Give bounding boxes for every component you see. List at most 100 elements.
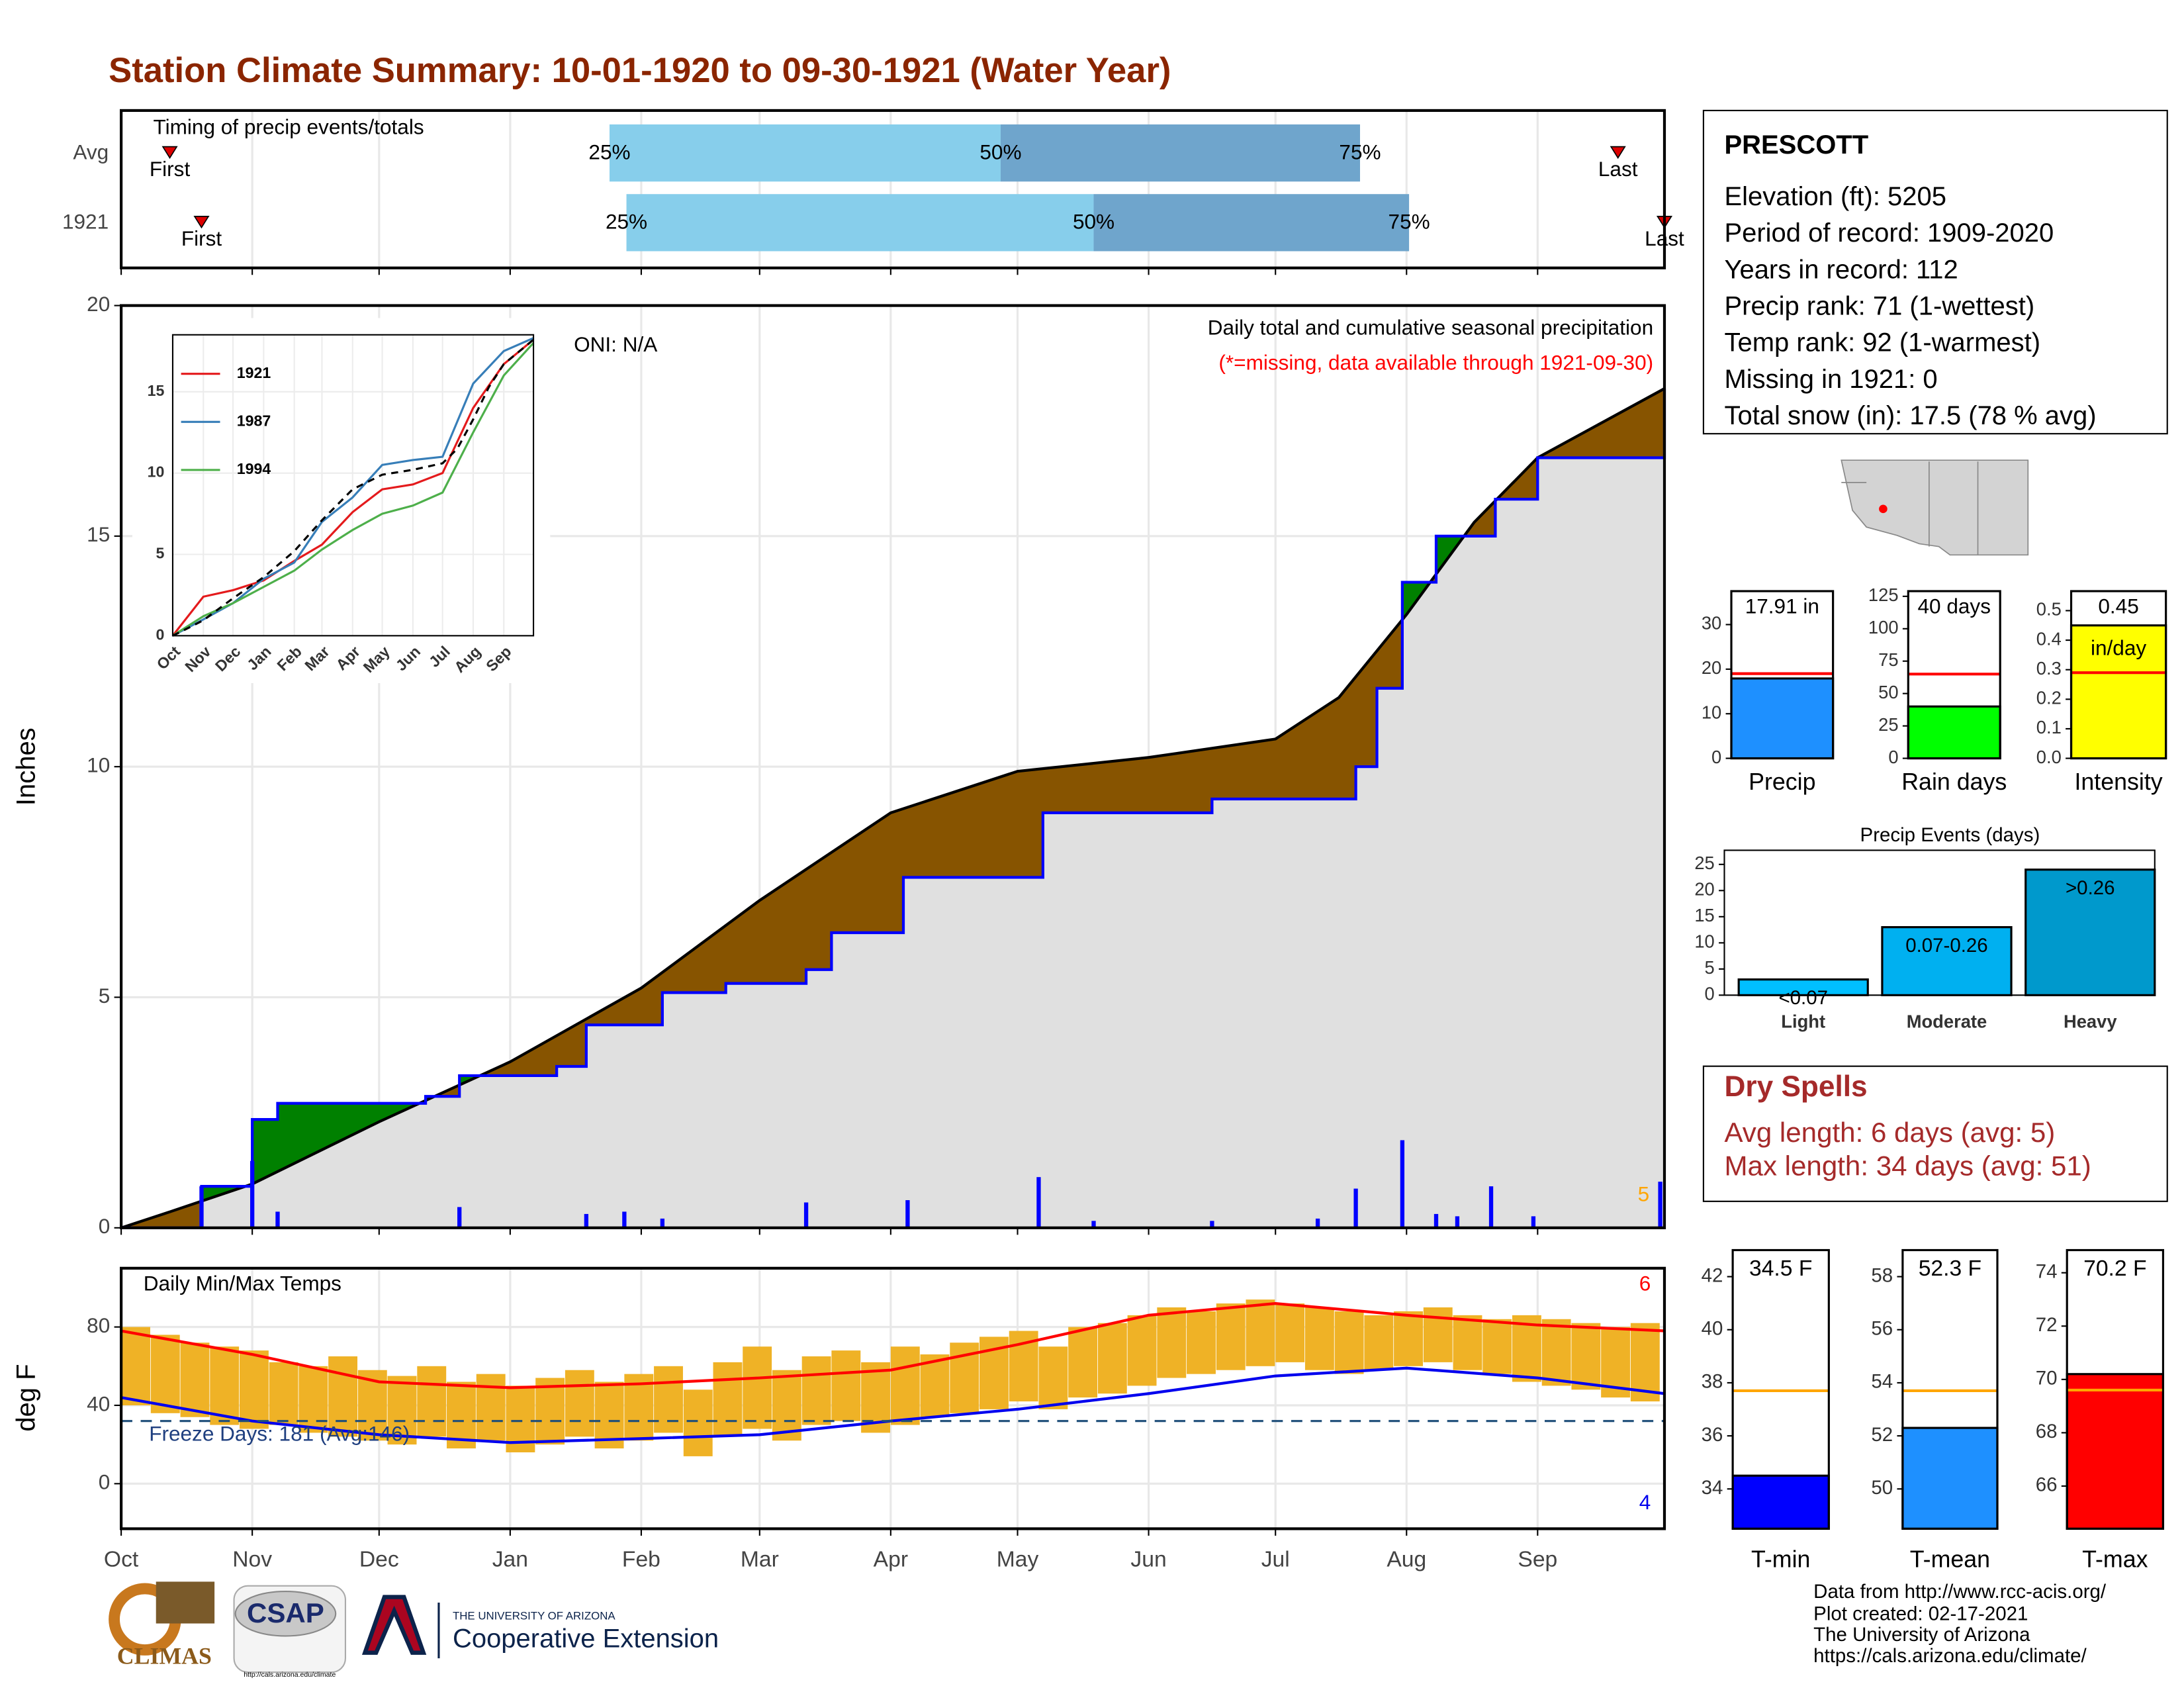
y-axis-label: deg F — [12, 1364, 41, 1431]
y-tick-label: 0.2 — [2036, 688, 2062, 708]
daily-bar — [905, 1200, 910, 1228]
y-tick-label: 70 — [2036, 1368, 2058, 1389]
footer-line: https://cals.arizona.edu/climate/ — [1813, 1645, 2087, 1667]
temp-range-bar — [1187, 1311, 1216, 1374]
daily-bar — [457, 1207, 462, 1228]
legend-label: 1921 — [237, 364, 271, 381]
y-tick-label: 58 — [1871, 1264, 1893, 1286]
timing-bar — [626, 194, 1094, 252]
x-axis-label: T-min — [1751, 1546, 1810, 1572]
y-tick-label: 38 — [1702, 1371, 1723, 1393]
map-borders — [1841, 461, 1979, 555]
y-tick-label: 0.4 — [2036, 628, 2062, 649]
daily-bar — [1315, 1218, 1320, 1228]
timing-marker — [161, 146, 178, 160]
bar-label: <0.07 — [1778, 987, 1828, 1009]
x-axis-label: Rain days — [1901, 769, 2007, 795]
y-tick-label: 40 — [87, 1391, 110, 1415]
percent-label: 50% — [979, 140, 1021, 164]
daily-bar — [1658, 1182, 1662, 1228]
value-label: 70.2 F — [2083, 1256, 2146, 1281]
temp-range-bar — [239, 1350, 269, 1429]
y-tick-label: 74 — [2036, 1261, 2058, 1283]
daily-bar — [622, 1211, 627, 1228]
plot-frame — [1723, 849, 2156, 996]
temp-range-bar — [772, 1370, 801, 1441]
y-tick-label: 80 — [87, 1313, 110, 1337]
percent-label: 50% — [1073, 210, 1115, 234]
y-tick-label: 52 — [1871, 1424, 1893, 1446]
temp-range-bar — [269, 1362, 298, 1425]
temp-range-bar — [743, 1346, 772, 1429]
temp-range-bar — [1097, 1323, 1127, 1394]
daily-bar — [1400, 1140, 1405, 1228]
value-label: 40 days — [1917, 594, 1991, 618]
temp-range-bar — [565, 1370, 594, 1437]
temp-range-bar — [150, 1335, 180, 1413]
dry-spells-line: Avg length: 6 days (avg: 5) — [1724, 1117, 2055, 1148]
temp-range-bar — [1482, 1319, 1512, 1374]
temp-range-bar — [476, 1374, 506, 1441]
map-states — [1841, 459, 2029, 556]
series-line — [172, 342, 535, 637]
temp-range-bar — [713, 1362, 743, 1437]
temp-range-bar — [890, 1346, 920, 1425]
temp-range-bar — [920, 1354, 950, 1417]
bar — [2066, 1373, 2165, 1530]
y-tick-label: 50 — [1871, 1477, 1893, 1499]
temp-range-bar — [210, 1346, 240, 1425]
logos: CLIMAS CSAP http://cals.arizona.edu/clim… — [109, 1581, 719, 1679]
csap-url: http://cals.arizona.edu/climate — [244, 1671, 336, 1679]
bar — [1730, 677, 1835, 760]
y-tick-label: 5 — [1705, 957, 1715, 978]
plot-frame — [119, 109, 1666, 269]
bar — [1731, 1474, 1830, 1530]
panel-title: Precip Events (days) — [1860, 824, 2040, 846]
bar-frame — [2066, 1248, 2165, 1530]
station-line: Precip rank: 71 (1-wettest) — [1724, 292, 2034, 321]
percent-label: 75% — [1388, 210, 1430, 234]
temp-range-bar — [1334, 1311, 1364, 1374]
y-tick-label: 20 — [1702, 657, 1721, 678]
y-axis-label: Inches — [12, 727, 41, 806]
panel-title: Timing of precip events/totals — [154, 115, 424, 139]
y-tick-label: 0.1 — [2036, 717, 2062, 737]
y-tick-label: 25 — [1878, 714, 1898, 735]
avg-high-line — [120, 1301, 1665, 1389]
temp-range-bar — [180, 1342, 210, 1417]
station-line: Period of record: 1909-2020 — [1724, 218, 2054, 248]
x-tick-label: May — [997, 1548, 1039, 1572]
bar-frame — [1730, 590, 1835, 760]
row-label: Avg — [73, 140, 109, 164]
y-tick-label: 125 — [1868, 585, 1899, 605]
percent-label: 25% — [606, 210, 647, 234]
bar-frame — [1731, 1248, 1830, 1530]
timing-bar — [1000, 124, 1360, 182]
x-tick-label: Oct — [104, 1548, 139, 1572]
daily-bar — [275, 1211, 280, 1228]
y-tick-label: 0 — [1705, 984, 1715, 1004]
footer-line: Data from http://www.rcc-acis.org/ — [1813, 1581, 2107, 1603]
temp-range-bar — [1541, 1319, 1571, 1386]
timing-marker — [193, 216, 210, 229]
y-tick-label: 0.0 — [2036, 747, 2062, 767]
temp-range-bar — [1157, 1307, 1187, 1378]
daily-bar — [803, 1202, 809, 1228]
temp-range-bar — [654, 1366, 683, 1433]
base-area — [121, 388, 1664, 1228]
bar-frame — [2070, 590, 2167, 760]
daily-bar — [660, 1218, 665, 1228]
temp-range-bar — [1246, 1299, 1275, 1366]
x-tick-label: Heavy — [2064, 1011, 2117, 1032]
daily-bar — [1036, 1177, 1041, 1228]
y-tick-label: 10 — [148, 463, 165, 481]
y-tick-label: 54 — [1871, 1371, 1893, 1393]
temp-range-bar — [1453, 1315, 1482, 1370]
temp-range-bar — [831, 1350, 861, 1421]
x-axis-label: Intensity — [2074, 769, 2162, 795]
y-tick-label: 0 — [1711, 747, 1721, 767]
count-label: 6 — [1639, 1271, 1651, 1295]
y-tick-label: 34 — [1702, 1477, 1723, 1499]
y-tick-label: 68 — [2036, 1421, 2058, 1442]
